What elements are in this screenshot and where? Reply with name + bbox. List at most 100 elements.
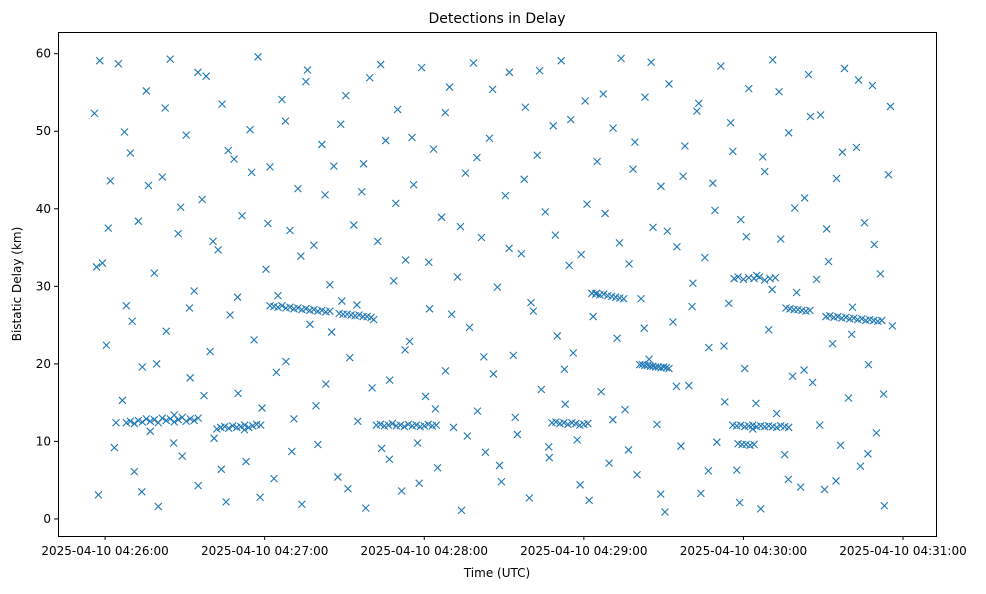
data-point <box>505 244 513 253</box>
data-point <box>405 337 414 346</box>
data-point <box>808 378 817 387</box>
data-point <box>94 491 103 499</box>
data-point <box>376 420 385 429</box>
data-point <box>581 97 590 105</box>
data-point <box>453 273 462 281</box>
data-point <box>730 274 739 283</box>
data-point <box>619 294 628 303</box>
data-point <box>190 287 199 295</box>
data-point <box>520 175 529 184</box>
data-point <box>463 432 472 440</box>
data-point <box>445 83 454 91</box>
data-point <box>389 277 398 285</box>
data-point <box>152 359 161 368</box>
data-point <box>246 125 254 134</box>
data-point <box>226 311 234 319</box>
data-point <box>485 134 494 143</box>
data-point <box>649 223 657 232</box>
data-point <box>296 252 305 260</box>
data-point <box>286 303 294 312</box>
data-point <box>233 293 242 302</box>
data-point <box>228 422 237 430</box>
data-point <box>734 273 742 281</box>
data-point <box>98 259 107 267</box>
data-point <box>711 206 719 215</box>
data-point <box>278 95 286 104</box>
data-point <box>465 323 474 332</box>
data-point <box>359 159 368 168</box>
data-point <box>700 253 709 262</box>
data-point <box>589 312 598 321</box>
data-point <box>126 149 135 157</box>
data-point <box>210 434 219 443</box>
data-point <box>720 397 729 406</box>
data-point <box>549 121 558 130</box>
data-point <box>357 187 366 196</box>
data-point <box>760 167 769 176</box>
data-point <box>421 392 430 401</box>
data-point <box>220 422 229 431</box>
data-point <box>489 370 498 378</box>
data-point <box>647 58 656 67</box>
data-point <box>294 304 302 312</box>
data-point <box>321 190 329 199</box>
data-point <box>583 419 592 428</box>
data-point <box>560 365 569 374</box>
data-point <box>806 306 814 315</box>
data-point <box>736 215 745 224</box>
data-point <box>325 307 334 316</box>
data-point <box>158 173 167 181</box>
data-point <box>258 404 266 412</box>
x-tick-label: 2025-04-10 04:28:00 <box>361 544 488 558</box>
data-point <box>150 415 159 424</box>
data-point <box>274 303 282 312</box>
data-point <box>112 418 120 427</box>
data-point <box>186 373 195 382</box>
data-point <box>384 421 393 430</box>
data-point <box>114 59 123 68</box>
data-point <box>429 145 438 153</box>
data-point <box>631 138 639 146</box>
data-point <box>788 372 797 381</box>
data-point <box>864 449 872 458</box>
data-point <box>563 420 572 429</box>
data-point <box>238 211 246 220</box>
data-point <box>250 335 258 344</box>
data-point <box>685 381 693 390</box>
data-point <box>104 224 113 233</box>
data-point <box>138 418 147 426</box>
data-point <box>663 227 672 236</box>
data-point <box>312 401 320 410</box>
x-axis: 2025-04-10 04:26:00 2025-04-10 04:27:00 20… <box>41 536 967 558</box>
data-point <box>716 62 725 71</box>
data-point <box>784 128 793 137</box>
data-point <box>102 341 111 350</box>
data-point <box>624 446 633 454</box>
data-point <box>551 231 560 240</box>
data-point <box>248 422 257 430</box>
data-point <box>224 424 233 433</box>
data-point <box>234 389 242 398</box>
data-point <box>473 407 482 416</box>
data-point <box>469 59 478 67</box>
data-point <box>457 506 466 515</box>
data-point <box>134 217 143 226</box>
data-point <box>585 496 594 505</box>
data-point <box>672 382 681 391</box>
data-point <box>146 427 155 436</box>
data-point <box>401 346 409 354</box>
data-point <box>477 233 486 242</box>
data-point <box>161 104 170 112</box>
data-point <box>732 466 741 474</box>
data-point <box>329 162 338 171</box>
data-point <box>302 77 310 86</box>
data-point <box>122 418 131 427</box>
data-point <box>758 152 767 161</box>
data-point <box>162 416 171 425</box>
data-point <box>256 421 265 430</box>
y-tick-label: 40 <box>36 202 51 216</box>
data-point <box>212 425 221 433</box>
data-point <box>497 477 506 486</box>
data-point <box>704 466 713 475</box>
data-point <box>525 494 534 502</box>
